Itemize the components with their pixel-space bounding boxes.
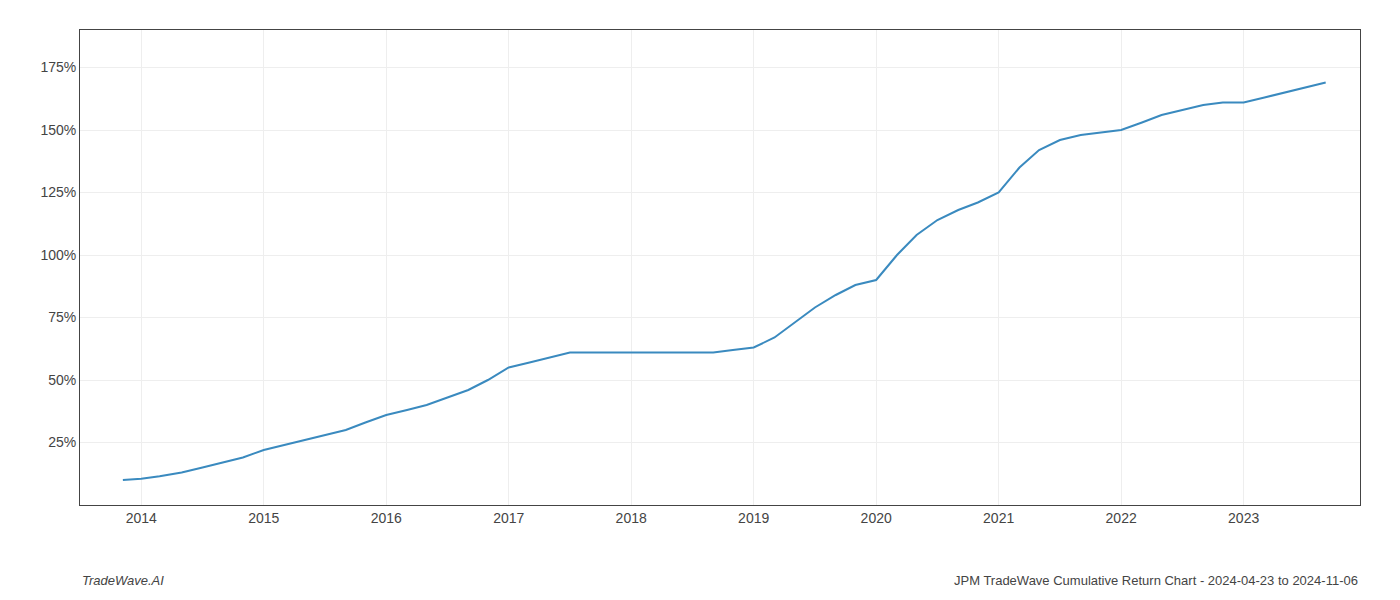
svg-text:2021: 2021: [983, 510, 1014, 526]
svg-text:2015: 2015: [248, 510, 279, 526]
svg-text:2019: 2019: [738, 510, 769, 526]
svg-text:2014: 2014: [126, 510, 157, 526]
svg-text:2018: 2018: [616, 510, 647, 526]
svg-text:TradeWave.AI: TradeWave.AI: [82, 573, 164, 588]
svg-text:2017: 2017: [493, 510, 524, 526]
svg-text:2022: 2022: [1106, 510, 1137, 526]
svg-text:75%: 75%: [48, 309, 76, 325]
svg-text:2023: 2023: [1228, 510, 1259, 526]
svg-text:50%: 50%: [48, 372, 76, 388]
svg-text:JPM TradeWave Cumulative Retur: JPM TradeWave Cumulative Return Chart - …: [954, 573, 1358, 588]
svg-text:25%: 25%: [48, 434, 76, 450]
svg-text:100%: 100%: [40, 247, 76, 263]
svg-text:125%: 125%: [40, 184, 76, 200]
svg-text:2020: 2020: [861, 510, 892, 526]
svg-text:150%: 150%: [40, 122, 76, 138]
svg-text:2016: 2016: [371, 510, 402, 526]
svg-text:175%: 175%: [40, 59, 76, 75]
